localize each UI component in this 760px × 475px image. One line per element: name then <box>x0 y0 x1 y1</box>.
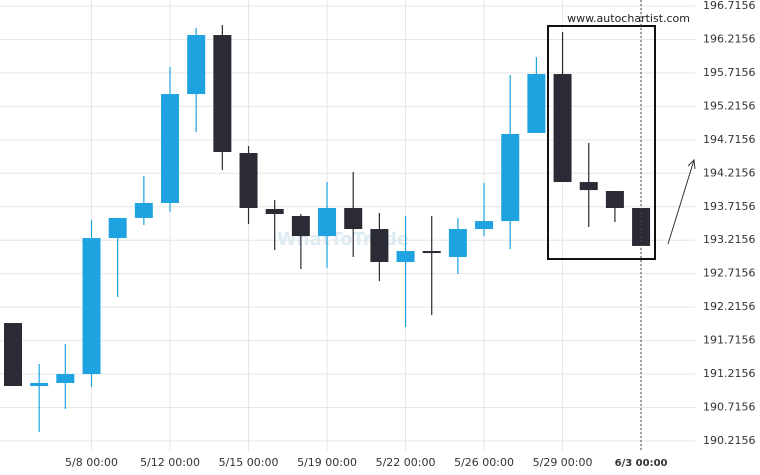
y-tick-label: 191.7156 <box>703 334 756 347</box>
y-tick-label: 193.2156 <box>703 233 756 246</box>
candle-body <box>501 133 520 222</box>
y-tick-label: 190.2156 <box>703 434 756 447</box>
y-tick-label: 193.7156 <box>703 200 756 213</box>
y-tick-label: 195.7156 <box>703 66 756 79</box>
x-tick-label: 5/8 00:00 <box>65 456 118 469</box>
candle-body <box>265 209 284 215</box>
candle-body <box>108 217 127 239</box>
candle-body <box>448 229 467 257</box>
x-tick-label: 5/19 00:00 <box>297 456 357 469</box>
candle-body <box>187 35 206 95</box>
x-tick-label: 6/3 00:00 <box>615 458 668 469</box>
candle-body <box>318 207 337 237</box>
y-tick-label: 192.2156 <box>703 300 756 313</box>
y-tick-label: 196.7156 <box>703 0 756 12</box>
candle-body <box>56 374 75 383</box>
highlight-box <box>547 25 656 260</box>
candle-body <box>82 238 101 375</box>
candle-body <box>213 35 232 152</box>
candle-body <box>605 190 624 208</box>
x-tick-label: 5/26 00:00 <box>454 456 514 469</box>
candle-body <box>134 202 153 218</box>
forecast-arrow-head <box>687 158 696 170</box>
candle-body <box>527 74 546 133</box>
candle-body <box>579 182 598 191</box>
candle-body <box>370 229 389 262</box>
candle-body <box>553 74 572 183</box>
candle-body <box>632 207 651 246</box>
source-label: www.autochartist.com <box>567 12 690 25</box>
candle-body <box>30 382 49 386</box>
candle-body <box>291 216 310 237</box>
candle-body <box>475 221 494 230</box>
candle-body <box>422 251 441 254</box>
candle-body <box>239 152 258 208</box>
candle-body <box>161 94 180 203</box>
x-tick-label: 5/15 00:00 <box>219 456 279 469</box>
y-tick-label: 194.2156 <box>703 166 756 179</box>
x-tick-label: 5/22 00:00 <box>376 456 436 469</box>
candle-body <box>4 323 22 386</box>
plot-area <box>0 0 695 451</box>
candle-body <box>396 251 415 262</box>
x-tick-label: 5/12 00:00 <box>140 456 200 469</box>
y-tick-label: 191.2156 <box>703 367 756 380</box>
y-tick-label: 194.7156 <box>703 133 756 146</box>
x-tick-label: 5/29 00:00 <box>533 456 593 469</box>
y-tick-label: 195.2156 <box>703 99 756 112</box>
y-tick-label: 196.2156 <box>703 32 756 45</box>
candle-body <box>344 207 363 230</box>
forecast-arrow <box>667 159 695 245</box>
y-tick-label: 190.7156 <box>703 401 756 414</box>
y-tick-label: 192.7156 <box>703 267 756 280</box>
